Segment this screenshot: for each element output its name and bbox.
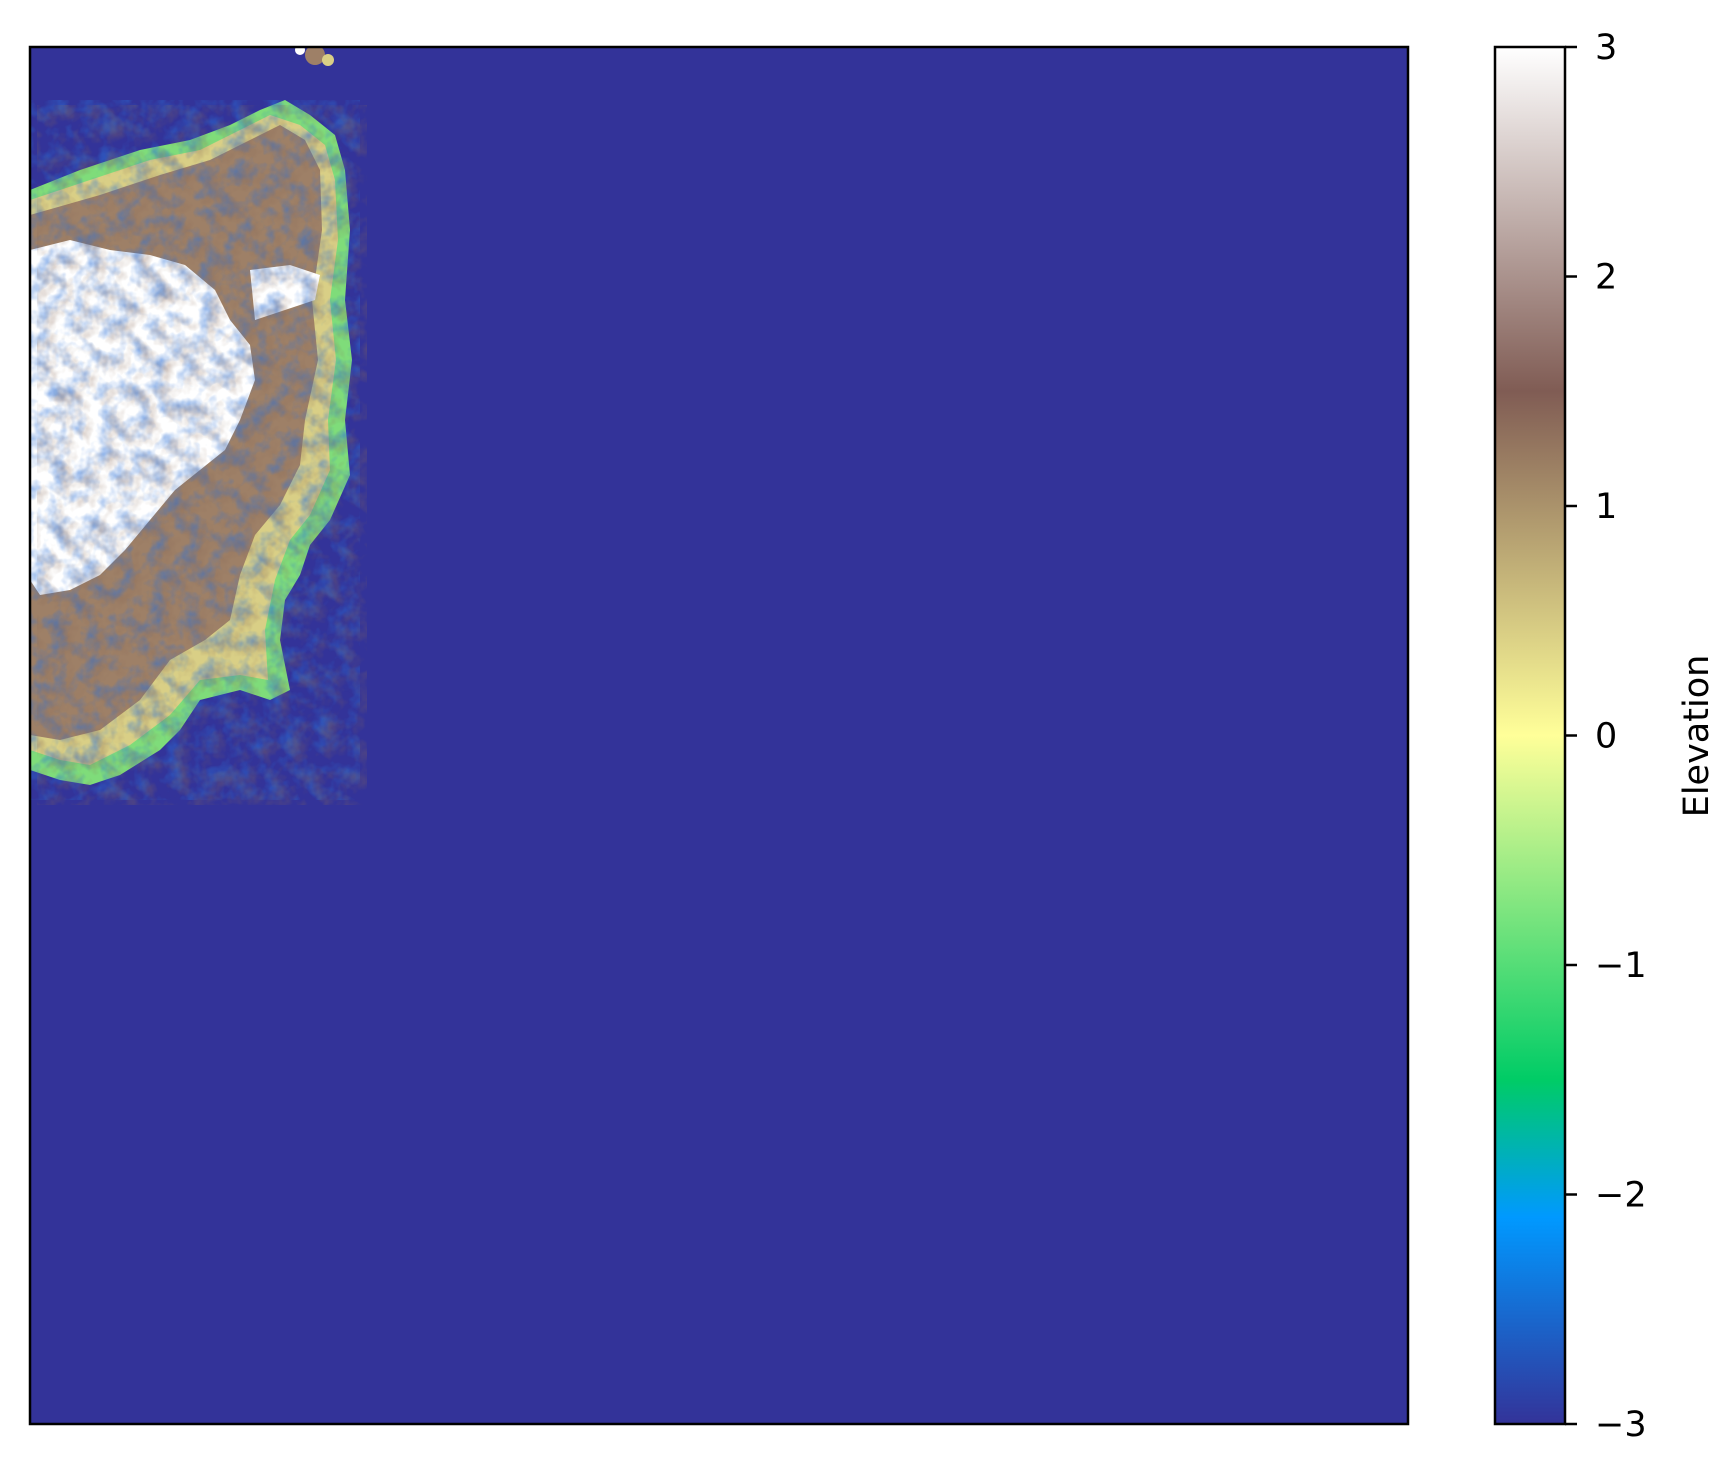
- colorbar-label: Elevation: [1677, 655, 1717, 818]
- landmass: [30, 47, 367, 805]
- colorbar-tick-label: 1: [1595, 487, 1617, 527]
- colorbar-bar: [1493, 45, 1567, 1426]
- land-islet: [305, 47, 325, 65]
- colorbar-tick-label: −3: [1595, 1405, 1647, 1445]
- land-ridge-texture: [37, 105, 367, 805]
- colorbar-ticks: 3 2 1 0 −1 −2 −3: [1565, 28, 1647, 1445]
- colorbar-tick-label: 3: [1595, 28, 1617, 68]
- heatmap-frame: [28, 45, 1410, 1426]
- colorbar-tick-label: −1: [1595, 946, 1647, 986]
- land-islet: [322, 54, 334, 66]
- colorbar: 3 2 1 0 −1 −2 −3 Elevation: [1493, 28, 1717, 1445]
- colorbar-tick-label: −2: [1595, 1176, 1647, 1216]
- heatmap-panel: [28, 45, 1410, 1426]
- land-islet: [295, 47, 305, 55]
- colorbar-tick-label: 0: [1595, 717, 1617, 757]
- colorbar-tick-label: 2: [1595, 258, 1617, 298]
